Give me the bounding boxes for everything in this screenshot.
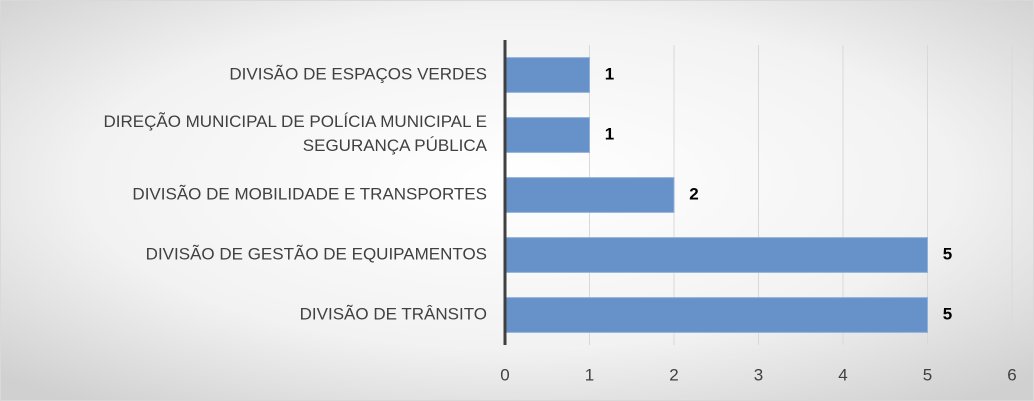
bar xyxy=(504,117,590,153)
bar xyxy=(504,237,928,273)
y-tick-label: DIVISÃO DE ESPAÇOS VERDES xyxy=(229,64,487,83)
x-tick-label: 5 xyxy=(923,365,932,384)
value-label: 5 xyxy=(943,244,952,263)
x-tick-label: 0 xyxy=(500,365,509,384)
y-tick-label: DIVISÃO DE GESTÃO DE EQUIPAMENTOS xyxy=(146,244,487,263)
value-label: 1 xyxy=(605,124,614,143)
bar xyxy=(504,177,675,213)
x-tick-label: 1 xyxy=(585,365,594,384)
value-label: 5 xyxy=(943,304,952,323)
y-tick-label: DIVISÃO DE TRÂNSITO xyxy=(300,304,487,323)
y-tick-label: DIVISÃO DE MOBILIDADE E TRANSPORTES xyxy=(132,184,487,203)
value-label: 1 xyxy=(605,64,614,83)
x-tick-label: 4 xyxy=(838,365,847,384)
x-tick-label: 2 xyxy=(669,365,678,384)
bar xyxy=(504,57,590,93)
y-tick-label: DIREÇÃO MUNICIPAL DE POLÍCIA MUNICIPAL E… xyxy=(103,112,487,155)
value-label: 2 xyxy=(689,184,698,203)
bar xyxy=(504,297,928,333)
x-tick-label: 3 xyxy=(754,365,763,384)
x-tick-label: 6 xyxy=(1007,365,1016,384)
